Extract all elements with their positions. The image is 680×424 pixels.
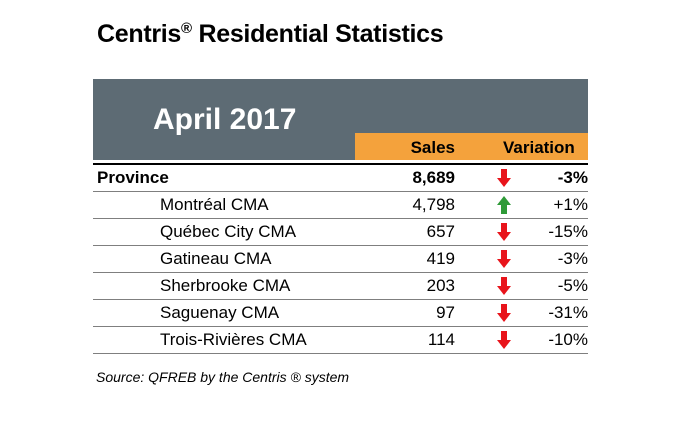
region-name: Montréal CMA [160, 195, 269, 214]
title-brand: Centris [97, 20, 182, 48]
sales-value: 203 [426, 276, 455, 295]
table-row: Montréal CMA 4,798 +1% [93, 192, 588, 219]
region-name: Trois-Rivières CMA [160, 330, 307, 349]
variation-column-header: Variation [503, 138, 575, 157]
source-note: Source: QFREB by the Centris ® system [96, 369, 350, 385]
registered-mark: ® [181, 20, 192, 37]
variation-value: -5% [557, 276, 588, 295]
region-name: Sherbrooke CMA [160, 276, 291, 295]
period-label: April 2017 [153, 103, 297, 136]
arrow-down-icon [497, 169, 511, 187]
region-name: Gatineau CMA [160, 249, 272, 268]
title-rest: Residential Statistics [191, 20, 444, 48]
sales-value: 4,798 [412, 195, 455, 214]
page-title: Centris® Residential Statistics [97, 20, 444, 49]
sales-value: 8,689 [412, 168, 455, 187]
table-row: Province 8,689 -3% [93, 163, 588, 192]
sales-value: 657 [426, 222, 455, 241]
variation-value: +1% [553, 195, 589, 214]
region-name: Saguenay CMA [160, 303, 280, 322]
arrow-down-icon [497, 304, 511, 322]
variation-value: -15% [548, 222, 588, 241]
arrow-down-icon [497, 250, 511, 268]
sales-value: 419 [426, 249, 455, 268]
statistics-table: Province 8,689 -3% Montréal CMA 4,798 +1… [93, 163, 588, 354]
region-name: Province [97, 168, 169, 187]
sales-column-header: Sales [410, 138, 455, 157]
variation-value: -10% [548, 330, 588, 349]
column-header-bar [355, 133, 588, 160]
region-name: Québec City CMA [160, 222, 297, 241]
table-header-banner: April 2017 Sales Variation [93, 79, 588, 160]
table-row: Sherbrooke CMA 203 -5% [93, 273, 588, 300]
variation-value: -3% [557, 249, 588, 268]
arrow-down-icon [497, 277, 511, 295]
variation-value: -31% [548, 303, 588, 322]
arrow-down-icon [497, 223, 511, 241]
table-row: Trois-Rivières CMA 114 -10% [93, 327, 588, 354]
table-row: Saguenay CMA 97 -31% [93, 300, 588, 327]
table-row: Gatineau CMA 419 -3% [93, 246, 588, 273]
sales-value: 97 [436, 303, 455, 322]
arrow-up-icon [497, 196, 511, 214]
arrow-down-icon [497, 331, 511, 349]
sales-value: 114 [427, 330, 455, 349]
table-row: Québec City CMA 657 -15% [93, 219, 588, 246]
variation-value: -3% [557, 168, 588, 187]
